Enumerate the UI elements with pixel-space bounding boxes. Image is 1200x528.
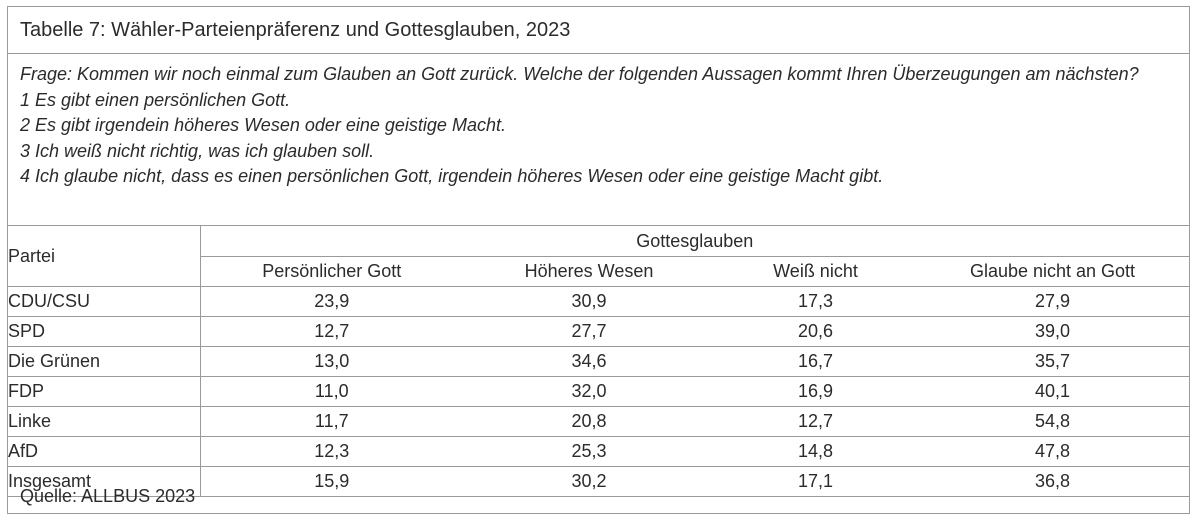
value-cell: 15,9 [200, 466, 463, 497]
value-cell: 23,9 [200, 286, 463, 317]
question-text: Frage: Kommen wir noch einmal zum Glaube… [20, 64, 1139, 84]
answer-option-3: 3 Ich weiß nicht richtig, was ich glaube… [20, 140, 375, 161]
answer-option-1: 1 Es gibt einen persönlichen Gott. [20, 89, 291, 110]
value-cell: 35,7 [916, 346, 1190, 377]
value-cell: 36,8 [916, 466, 1190, 497]
party-cell: AfD [8, 436, 201, 467]
value-cell: 13,0 [200, 346, 463, 377]
table-frame: Tabelle 7: Wähler-Parteienpräferenz und … [7, 6, 1190, 514]
value-cell: 16,9 [715, 376, 916, 407]
table-row: FDP 11,0 32,0 16,9 40,1 [8, 376, 1190, 407]
value-cell: 14,8 [715, 436, 916, 467]
table-row: CDU/CSU 23,9 30,9 17,3 27,9 [8, 286, 1190, 317]
table-row-total: Insgesamt 15,9 30,2 17,1 36,8 [8, 466, 1190, 497]
party-cell: Linke [8, 406, 201, 437]
party-cell: Die Grünen [8, 346, 201, 377]
value-cell: 20,8 [463, 406, 715, 437]
table-row: Linke 11,7 20,8 12,7 54,8 [8, 406, 1190, 437]
value-cell: 40,1 [916, 376, 1190, 407]
party-cell: Insgesamt [8, 466, 201, 497]
party-cell: SPD [8, 316, 201, 347]
table-title: Tabelle 7: Wähler-Parteienpräferenz und … [8, 7, 1189, 54]
value-cell: 34,6 [463, 346, 715, 377]
answer-option-2: 2 Es gibt irgendein höheres Wesen oder e… [20, 115, 506, 135]
value-cell: 11,7 [200, 406, 463, 437]
value-cell: 17,1 [715, 466, 916, 497]
value-cell: 30,2 [463, 466, 715, 497]
value-cell: 25,3 [463, 436, 715, 467]
question-block: Frage: Kommen wir noch einmal zum Glaube… [8, 54, 1189, 226]
value-cell: 17,3 [715, 286, 916, 317]
column-header: Weiß nicht [715, 256, 916, 287]
value-cell: 12,3 [200, 436, 463, 467]
party-header: Partei [8, 226, 201, 287]
value-cell: 39,0 [916, 316, 1190, 347]
value-cell: 54,8 [916, 406, 1190, 437]
data-table: Partei Gottesglauben Persönlicher Gott H… [8, 226, 1190, 497]
value-cell: 20,6 [715, 316, 916, 347]
table-row: Die Grünen 13,0 34,6 16,7 35,7 [8, 346, 1190, 377]
value-cell: 27,7 [463, 316, 715, 347]
value-cell: 16,7 [715, 346, 916, 377]
column-header: Höheres Wesen [463, 256, 715, 287]
value-cell: 12,7 [715, 406, 916, 437]
value-cell: 12,7 [200, 316, 463, 347]
party-cell: FDP [8, 376, 201, 407]
value-cell: 32,0 [463, 376, 715, 407]
value-cell: 27,9 [916, 286, 1190, 317]
column-header: Persönlicher Gott [200, 256, 463, 287]
value-cell: 11,0 [200, 376, 463, 407]
party-cell: CDU/CSU [8, 286, 201, 317]
column-header: Glaube nicht an Gott [916, 256, 1190, 287]
value-cell: 47,8 [916, 436, 1190, 467]
answer-option-4: 4 Ich glaube nicht, dass es einen persön… [20, 166, 884, 186]
group-header: Gottesglauben [200, 226, 1190, 257]
source-note: Quelle: ALLBUS 2023 [20, 486, 196, 506]
table-row: AfD 12,3 25,3 14,8 47,8 [8, 436, 1190, 467]
header-row-group: Partei Gottesglauben [8, 226, 1190, 287]
header-row-columns: Persönlicher Gott Höheres Wesen Weiß nic… [8, 256, 1190, 287]
table-row: SPD 12,7 27,7 20,6 39,0 [8, 316, 1190, 347]
value-cell: 30,9 [463, 286, 715, 317]
